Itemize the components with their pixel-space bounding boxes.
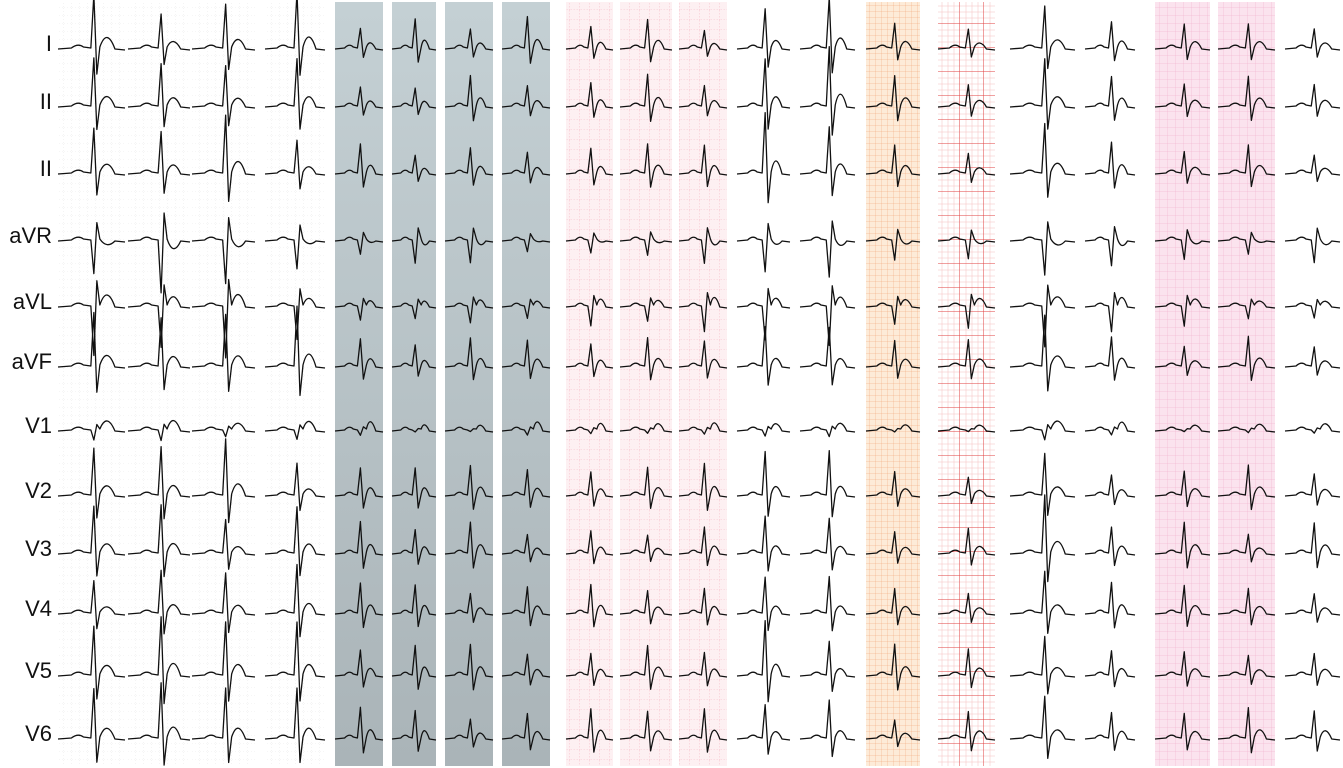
lead-label: II [40, 156, 52, 181]
ecg-strip [1085, 2, 1135, 766]
ecg-strip [866, 2, 920, 766]
ecg-strip [938, 2, 995, 766]
ecg-strip [445, 2, 493, 766]
lead-label: V2 [25, 478, 52, 503]
lead-label: V6 [25, 721, 52, 746]
ecg-strip [502, 2, 550, 766]
ecg-strip [679, 2, 727, 766]
ecg-strip [58, 2, 125, 766]
lead-label: aVL [13, 289, 52, 314]
lead-label: aVF [12, 349, 52, 374]
lead-label: V4 [25, 596, 52, 621]
ecg-strip [620, 2, 672, 766]
lead-label: V5 [25, 658, 52, 683]
lead-label: I [46, 31, 52, 56]
ecg-figure: IIIIIaVRaVLaVFV1V2V3V4V5V6 [0, 0, 1343, 768]
ecg-strip [566, 2, 613, 766]
lead-label: V1 [25, 413, 52, 438]
lead-label: II [40, 89, 52, 114]
ecg-strip [1010, 2, 1075, 766]
ecg-strip [335, 2, 383, 766]
lead-label: V3 [25, 536, 52, 561]
ecg-strip [1155, 2, 1210, 766]
ecg-strips [58, 2, 1340, 766]
ecg-strip [800, 2, 855, 766]
ecg-strip [1218, 2, 1275, 766]
lead-label: aVR [9, 223, 52, 248]
ecg-strip [1285, 2, 1340, 766]
